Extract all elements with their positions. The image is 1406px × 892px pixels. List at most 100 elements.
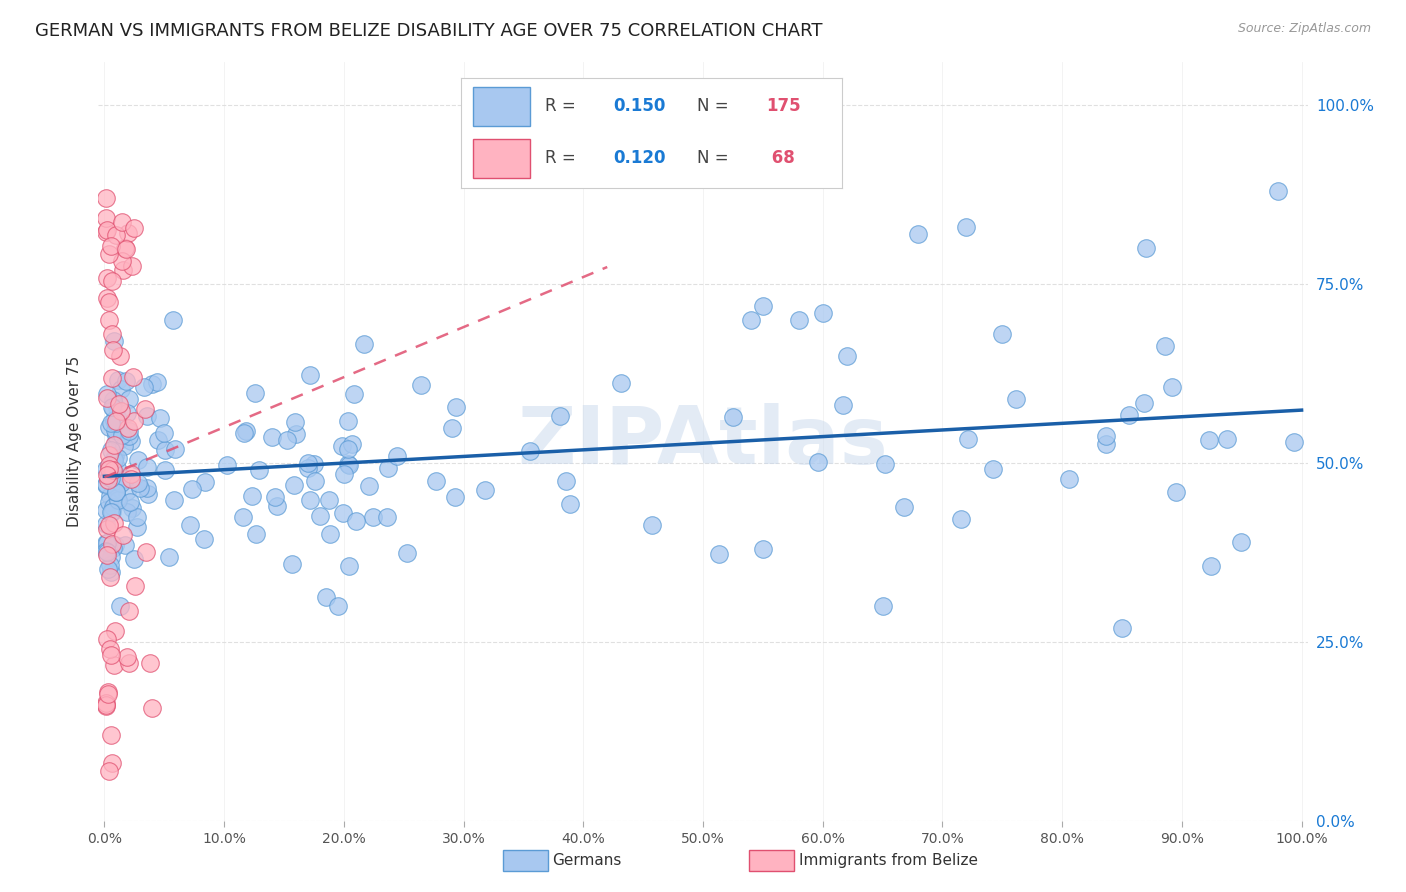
Point [117,226,139,240]
Point [276,433,298,447]
Point [101,401,124,415]
Point [118,604,141,618]
Point [641,517,664,532]
Point [120,434,142,449]
Point [94,477,117,491]
Point [955,219,977,234]
Point [309,508,332,523]
Point [264,491,287,505]
Point [127,453,149,467]
Y-axis label: Disability Age Over 75: Disability Age Over 75 [67,356,83,527]
Point [100,371,122,385]
Point [94,536,117,550]
Point [361,510,384,524]
Point [112,527,135,541]
Point [318,526,340,541]
Point [330,439,353,453]
Point [114,241,136,255]
Point [787,313,810,327]
Point [94,516,117,531]
Point [108,349,131,363]
Point [94,462,117,476]
Point [163,442,186,457]
Point [991,327,1014,342]
Text: Immigrants from Belize: Immigrants from Belize [799,854,977,868]
Point [111,254,134,268]
Point [96,271,118,285]
Point [120,467,142,481]
Point [100,442,122,457]
Point [114,374,136,388]
Point [104,466,127,480]
Point [1005,392,1028,406]
Point [136,482,159,496]
Point [550,409,572,423]
Point [120,495,142,509]
Point [474,483,496,497]
Point [873,457,896,471]
Point [141,701,163,715]
Point [115,243,138,257]
Point [101,327,124,342]
Point [107,373,129,387]
Point [103,334,125,348]
Point [235,425,257,439]
Point [139,657,162,671]
Point [340,437,363,451]
Point [127,476,149,491]
Point [1154,339,1177,353]
Point [318,493,340,508]
Point [98,247,121,261]
Point [105,485,128,500]
Point [124,221,146,235]
Point [115,649,138,664]
Point [1057,472,1080,486]
Point [100,550,122,565]
Point [215,458,238,473]
Point [336,413,359,427]
Point [153,463,176,477]
Point [179,518,201,533]
Point [298,368,321,383]
Point [94,698,117,713]
Point [100,239,122,253]
Point [124,579,146,593]
Point [94,696,117,710]
Point [302,458,325,472]
Point [118,424,141,438]
Point [108,599,131,613]
Point [385,449,408,463]
Point [1282,434,1305,449]
Point [111,427,134,442]
Point [127,509,149,524]
Point [112,263,135,277]
Point [1230,535,1253,549]
Point [105,491,128,506]
Point [149,410,172,425]
Point [104,414,127,428]
Point [375,509,398,524]
Point [96,387,118,401]
Point [336,458,359,472]
Point [97,687,120,701]
Point [100,274,122,288]
Point [103,437,125,451]
Point [1135,241,1157,255]
Point [153,443,176,458]
Point [297,461,319,475]
Point [103,453,125,467]
Point [97,473,120,487]
Point [233,425,256,440]
Point [353,336,375,351]
Point [97,518,120,533]
Point [136,460,159,475]
Point [128,481,150,495]
Point [752,541,775,556]
Point [98,558,121,573]
Point [96,548,118,562]
Point [121,259,143,273]
Point [807,455,830,469]
Point [96,223,118,237]
Point [752,299,775,313]
Point [104,624,127,639]
